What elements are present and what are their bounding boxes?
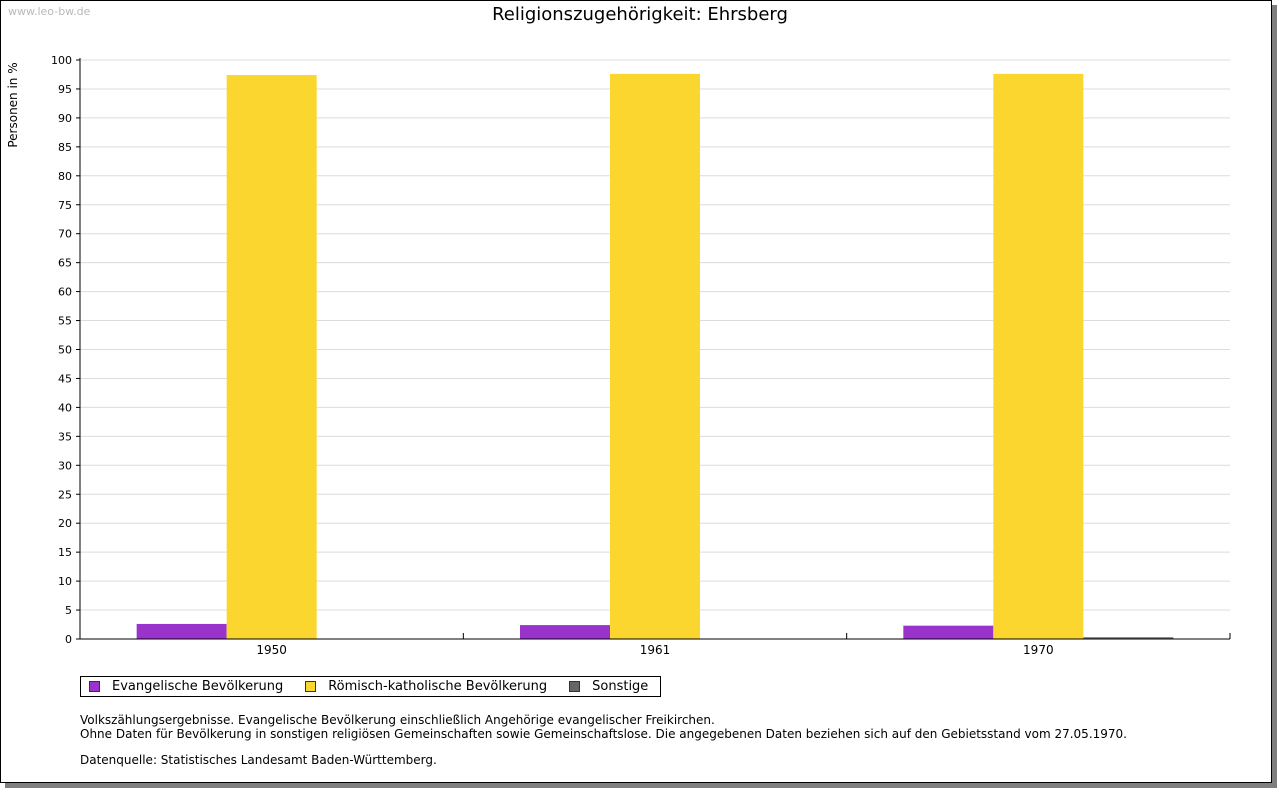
legend-item: Sonstige: [569, 679, 648, 694]
y-tick-label: 45: [58, 372, 72, 385]
bar-r-misch-katholische-bev-lkerung-1950: [226, 75, 317, 639]
y-tick-label: 35: [58, 430, 72, 443]
y-tick-label: 50: [58, 344, 72, 357]
y-tick-label: 10: [58, 575, 72, 588]
y-tick-label: 15: [58, 546, 72, 559]
legend-label: Sonstige: [592, 679, 649, 694]
y-tick-label: 65: [58, 257, 72, 270]
y-tick-label: 30: [58, 459, 72, 472]
footnote-line-2: Ohne Daten für Bevölkerung in sonstigen …: [80, 727, 1127, 741]
y-tick-label: 5: [65, 604, 72, 617]
bar-r-misch-katholische-bev-lkerung-1961: [610, 73, 700, 639]
y-tick-label: 95: [58, 83, 72, 96]
y-tick-label: 40: [58, 401, 72, 414]
y-tick-label: 25: [58, 488, 72, 501]
y-tick-label: 0: [65, 633, 72, 646]
legend-item: Evangelische Bevölkerung: [89, 679, 283, 694]
footnote-line-1: Volkszählungsergebnisse. Evangelische Be…: [80, 713, 715, 727]
legend-item: Römisch-katholische Bevölkerung: [305, 679, 547, 694]
y-tick-label: 100: [51, 54, 72, 67]
chart-title: Religionszugehörigkeit: Ehrsberg: [492, 4, 788, 25]
y-tick-label: 20: [58, 517, 72, 530]
bar-evangelische-bev-lkerung-1970: [903, 625, 994, 639]
bar-r-misch-katholische-bev-lkerung-1970: [993, 73, 1084, 639]
bar-evangelische-bev-lkerung-1961: [520, 625, 610, 639]
watermark: www.leo-bw.de: [8, 5, 91, 18]
y-tick-label: 75: [58, 199, 72, 212]
y-tick-label: 55: [58, 315, 72, 328]
legend-swatch: [89, 681, 100, 692]
y-tick-label: 60: [58, 286, 72, 299]
legend-label: Evangelische Bevölkerung: [112, 679, 284, 694]
bar-sonstige-1970: [1083, 637, 1174, 639]
legend-swatch: [569, 681, 581, 692]
y-tick-label: 90: [58, 112, 72, 125]
x-tick-label: 1961: [640, 643, 671, 657]
y-tick-label: 85: [58, 141, 72, 154]
legend-swatch: [305, 681, 317, 692]
x-tick-label: 1970: [1023, 643, 1054, 657]
legend: Evangelische Bevölkerung Römisch-katholis…: [80, 676, 662, 697]
bar-evangelische-bev-lkerung-1950: [136, 623, 227, 639]
data-source: Datenquelle: Statistisches Landesamt Bad…: [80, 753, 437, 767]
y-tick-label: 80: [58, 170, 72, 183]
chart-plot: 0 5 10 15 20 25 30 35 40 45 50 55 60 65 70 75 80 85 90 95 10…: [51, 54, 1231, 657]
y-tick-label: 70: [58, 228, 72, 241]
x-tick-label: 1950: [256, 643, 287, 657]
legend-label: Römisch-katholische Bevölkerung: [328, 679, 548, 694]
footnotes: Volkszählungsergebnisse. Evangelische Be…: [80, 713, 1127, 767]
